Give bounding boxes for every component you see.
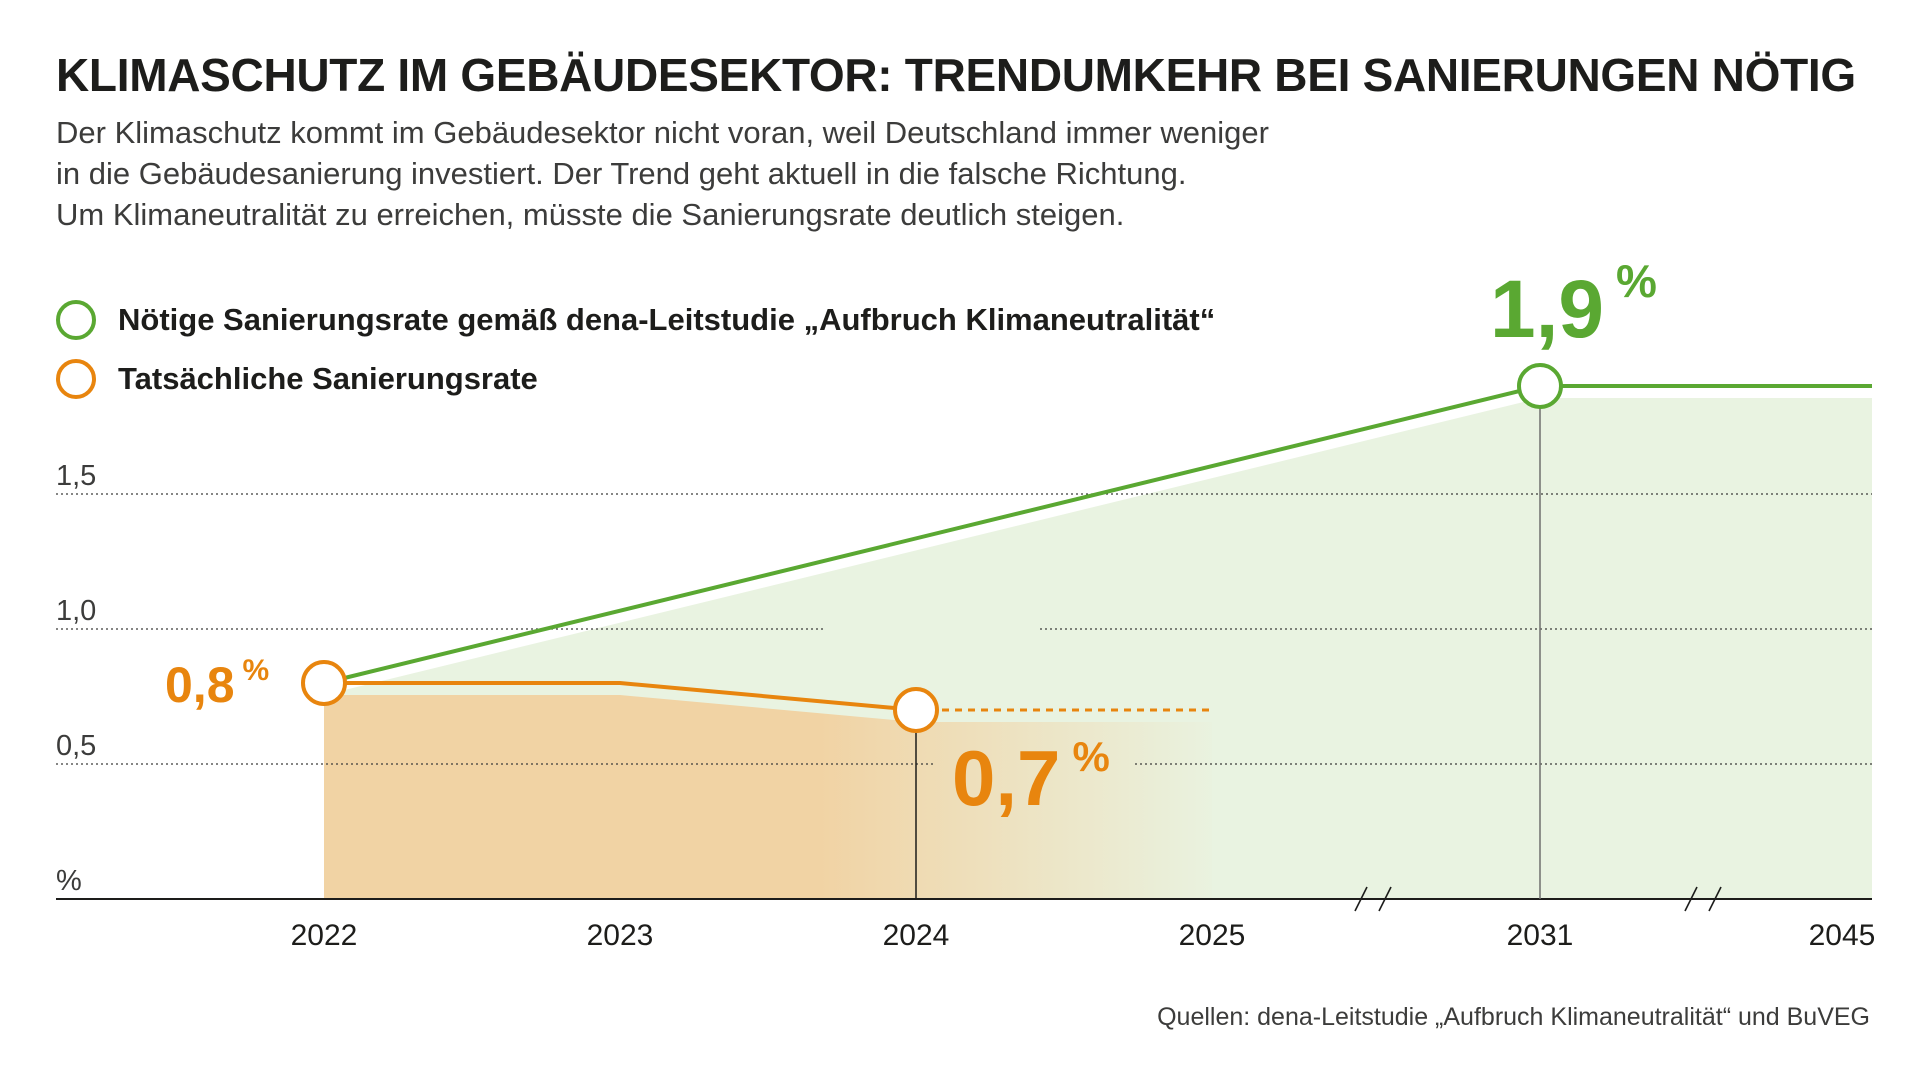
subtitle-line: Der Klimaschutz kommt im Gebäudesektor n… bbox=[56, 115, 1269, 150]
legend-label: Tatsächliche Sanierungsrate bbox=[118, 361, 538, 396]
actual-rate-area bbox=[324, 695, 1212, 899]
chart-legend: Nötige Sanierungsrate gemäß dena-Leitstu… bbox=[56, 295, 1215, 413]
data-point-2024 bbox=[893, 687, 939, 733]
legend-item-actual-rate: Tatsächliche Sanierungsrate bbox=[56, 354, 1215, 404]
legend-item-required-rate: Nötige Sanierungsrate gemäß dena-Leitstu… bbox=[56, 295, 1215, 345]
axis-break-mark bbox=[1354, 886, 1368, 912]
data-point-2022 bbox=[301, 660, 347, 706]
legend-label: Nötige Sanierungsrate gemäß dena-Leitstu… bbox=[118, 302, 1216, 337]
axis-break-mark bbox=[1378, 886, 1392, 912]
subtitle-line: in die Gebäudesanierung investiert. Der … bbox=[56, 156, 1187, 191]
legend-circle-orange-icon bbox=[56, 359, 96, 399]
subtitle-line: Um Klimaneutralität zu erreichen, müsste… bbox=[56, 197, 1125, 232]
source-note: Quellen: dena-Leitstudie „Aufbruch Klima… bbox=[1157, 1003, 1870, 1031]
x-tick-label: 2045 bbox=[1809, 919, 1876, 952]
x-tick-label: 2025 bbox=[1179, 919, 1246, 952]
y-tick-label: % bbox=[56, 865, 82, 897]
legend-circle-green-icon bbox=[56, 300, 96, 340]
value-label-2022: 0,8% bbox=[165, 654, 269, 713]
x-tick-label: 2023 bbox=[587, 919, 654, 952]
y-tick-label: 1,0 bbox=[56, 595, 96, 627]
x-tick-label: 2022 bbox=[291, 919, 358, 952]
value-label-2024: 0,7% bbox=[952, 733, 1110, 822]
actual-rate-line bbox=[324, 681, 917, 712]
chart-subtitle: Der Klimaschutz kommt im Gebäudesektor n… bbox=[56, 112, 1556, 235]
data-point-2031 bbox=[1517, 363, 1563, 409]
y-tick-label: 1,5 bbox=[56, 460, 96, 492]
x-tick-label: 2031 bbox=[1507, 919, 1574, 952]
axis-break-mark bbox=[1708, 886, 1722, 912]
x-tick-label: 2024 bbox=[883, 919, 950, 952]
axis-break-mark bbox=[1684, 886, 1698, 912]
chart-title: KLIMASCHUTZ IM GEBÄUDESEKTOR: TRENDUMKEH… bbox=[56, 49, 1856, 101]
y-tick-label: 0,5 bbox=[56, 730, 96, 762]
value-label-2031: 1,9% bbox=[1490, 255, 1657, 355]
